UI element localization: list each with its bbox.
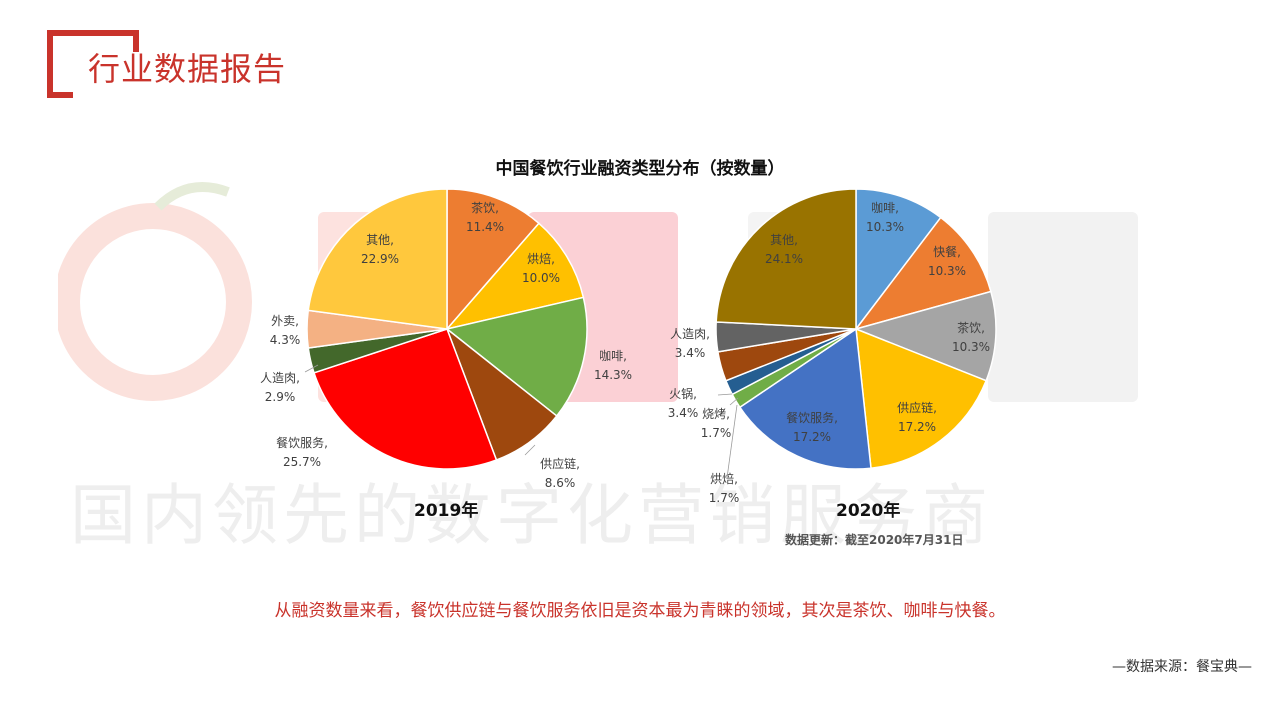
pie-2020-slice — [855, 188, 942, 332]
pie-2020-data-label: 烧烤, 1.7% — [701, 406, 732, 440]
pie-2019-slice — [445, 296, 588, 417]
pie-2020-slice — [738, 327, 872, 470]
pie-2020-data-label: 人造肉, 3.4% — [670, 327, 710, 360]
pie-2020-slice — [715, 188, 857, 330]
pie-2019-data-label: 人造肉, 2.9% — [260, 371, 300, 404]
pie-2020-data-label: 茶饮, 10.3% — [952, 320, 990, 354]
leader-line — [524, 444, 536, 456]
pie-2020-slice — [855, 327, 988, 470]
leader-line — [729, 397, 739, 406]
pie-2019-caption: 2019年 — [414, 501, 479, 521]
pie-2020-data-label: 其他, 24.1% — [765, 233, 803, 266]
pie-2019-data-label: 供应链, 8.6% — [540, 456, 580, 490]
pie-2019-data-label: 餐饮服务, 25.7% — [276, 435, 328, 469]
data-source: —数据来源：餐宝典— — [1112, 659, 1252, 675]
leader-line — [304, 364, 319, 373]
update-note: 数据更新：截至2020年7月31日 — [785, 533, 964, 547]
pie-2020-data-label: 烘焙, 1.7% — [709, 471, 740, 505]
pie-2019-slice — [444, 222, 585, 331]
pie-2020-data-label: 火锅, 3.4% — [668, 386, 699, 420]
title-bracket-decoration — [47, 30, 139, 98]
pie-2020-data-label: 供应链, 17.2% — [897, 400, 937, 434]
pie-2019-data-label: 烘焙, 10.0% — [522, 251, 560, 285]
pie-2020-data-label: 餐饮服务, 17.2% — [786, 410, 838, 444]
pie-2019-data-label: 其他, 22.9% — [361, 233, 399, 266]
leader-line — [717, 393, 733, 396]
pie-2019-data-label: 咖啡, 14.3% — [594, 348, 632, 382]
leader-line — [726, 404, 738, 479]
watermark-text: 国内领先的数字化营销服务商 — [70, 477, 993, 554]
pie-2019-data-label: 茶饮, 11.4% — [466, 200, 504, 234]
pie-2020-slice — [853, 290, 997, 382]
pie-2019-slice — [446, 188, 540, 332]
page-title: 行业数据报告 — [88, 50, 287, 88]
pie-2019-data-label: 外卖, 4.3% — [270, 314, 301, 347]
pie-2020-slice — [854, 216, 992, 331]
chart-title: 中国餐饮行业融资类型分布（按数量） — [495, 159, 785, 179]
pie-2019-slice — [313, 328, 498, 470]
pie-2020-caption: 2020年 — [836, 501, 901, 521]
pie-2020-data-label: 咖啡, 10.3% — [866, 200, 904, 234]
pie-2019-slice — [307, 188, 448, 330]
pie-2020-data-label: 快餐, 10.3% — [928, 244, 966, 278]
conclusion-text: 从融资数量来看，餐饮供应链与餐饮服务依旧是资本最为青睐的领域，其次是茶饮、咖啡与… — [274, 601, 1006, 621]
